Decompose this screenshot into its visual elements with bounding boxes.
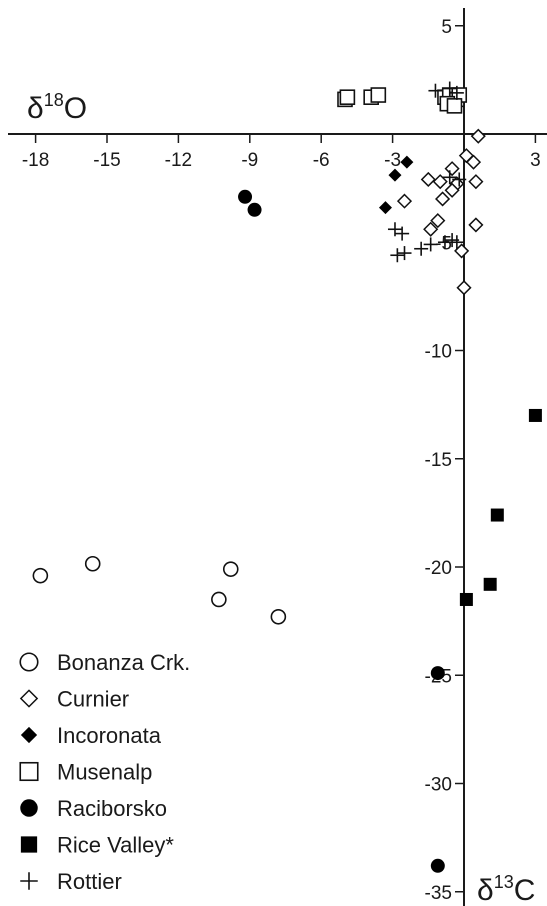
x-tick-label: -3 [384,150,401,171]
data-point-incoronata [400,155,414,169]
x-tick-label: -18 [22,150,49,171]
series-musenalp [337,87,468,114]
y-tick-label: -30 [425,775,452,796]
x-tick-label: -12 [165,150,192,171]
data-points [32,81,542,873]
data-point-musenalp [339,89,356,105]
legend: Bonanza Crk. Curnier Incoronata Musenalp Rac… [19,650,190,894]
x-axis-title: δ18O [27,90,87,125]
data-point-curnier [444,182,460,198]
legend-item-incoronata: Incoronata [20,723,162,748]
x-tick-label: -15 [93,150,120,171]
legend-item-rice-valley: Rice Valley* [20,833,174,858]
data-point-bonanza-crk [211,591,227,608]
legend-item-curnier: Curnier [19,687,129,712]
series-bonanza-crk [32,555,287,625]
data-point-rottier [442,81,457,96]
data-point-curnier [465,154,482,170]
legend-label: Rottier [57,869,122,894]
series-raciborsko [238,189,445,873]
data-point-curnier [435,191,451,207]
x-tick-label: -9 [241,150,258,171]
data-point-musenalp [446,98,463,114]
data-point-curnier [456,280,472,296]
data-point-curnier [468,174,484,190]
data-point-rottier [452,172,467,187]
data-point-rottier [449,85,464,100]
data-point-rice-valley [528,408,542,422]
data-point-bonanza-crk [270,608,287,625]
data-point-incoronata [378,201,392,215]
x-tick-label: -6 [313,150,330,171]
legend-marker-rice-valley [20,836,38,853]
legend-label: Rice Valley* [57,833,174,858]
legend-label: Curnier [57,687,129,712]
data-point-incoronata [388,168,402,182]
data-point-raciborsko [430,666,445,681]
data-point-curnier [470,128,486,144]
data-point-rottier [395,226,410,241]
data-point-musenalp [370,87,387,103]
legend-item-musenalp: Musenalp [19,760,152,785]
data-point-rottier [387,222,402,237]
data-point-raciborsko [238,189,253,204]
data-point-curnier [396,193,413,209]
y-tick-label: -35 [425,883,452,904]
data-point-raciborsko [430,858,445,873]
legend-label: Bonanza Crk. [57,650,190,675]
data-point-bonanza-crk [84,555,101,572]
y-tick-label: -20 [425,558,452,579]
data-point-rice-valley [483,577,497,591]
data-point-curnier [420,171,436,188]
data-point-bonanza-crk [32,567,49,584]
data-point-rottier [437,235,452,250]
data-point-curnier [430,213,446,229]
series-rice-valley [459,408,542,606]
y-axis-title: δ13C [477,872,535,906]
legend-marker-rottier [20,872,38,890]
data-point-curnier [468,217,484,233]
data-point-curnier [444,161,460,177]
legend-marker-incoronata [20,726,38,744]
data-point-curnier [423,221,439,237]
data-point-rottier [397,246,412,261]
y-tick-label: 5 [441,17,452,38]
y-tick-label: -5 [435,233,452,254]
data-point-raciborsko [247,202,262,217]
data-point-rottier [390,248,405,263]
data-point-rottier [414,241,429,256]
legend-label: Raciborsko [57,796,167,821]
data-point-rice-valley [490,508,504,522]
data-point-rottier [445,233,460,248]
x-tick-label: 3 [530,150,541,171]
data-point-rottier [428,83,443,98]
legend-label: Musenalp [57,760,152,785]
legend-item-rottier: Rottier [20,869,122,894]
y-tick-label: -10 [425,342,452,363]
y-tick-label: -15 [425,450,452,471]
data-point-rice-valley [459,592,473,606]
legend-marker-musenalp [19,761,39,782]
data-point-rottier [442,170,457,185]
legend-marker-curnier [19,689,39,708]
legend-label: Incoronata [57,723,162,748]
series-incoronata [378,155,414,215]
legend-marker-bonanza-crk [19,652,39,672]
data-point-bonanza-crk [222,561,239,577]
legend-item-bonanza-crk: Bonanza Crk. [19,650,190,675]
series-rottier [387,81,467,263]
data-point-curnier [432,174,448,190]
legend-item-raciborsko: Raciborsko [20,796,167,821]
legend-marker-raciborsko [20,799,38,817]
series-curnier [396,128,486,296]
data-point-rottier [423,237,438,252]
